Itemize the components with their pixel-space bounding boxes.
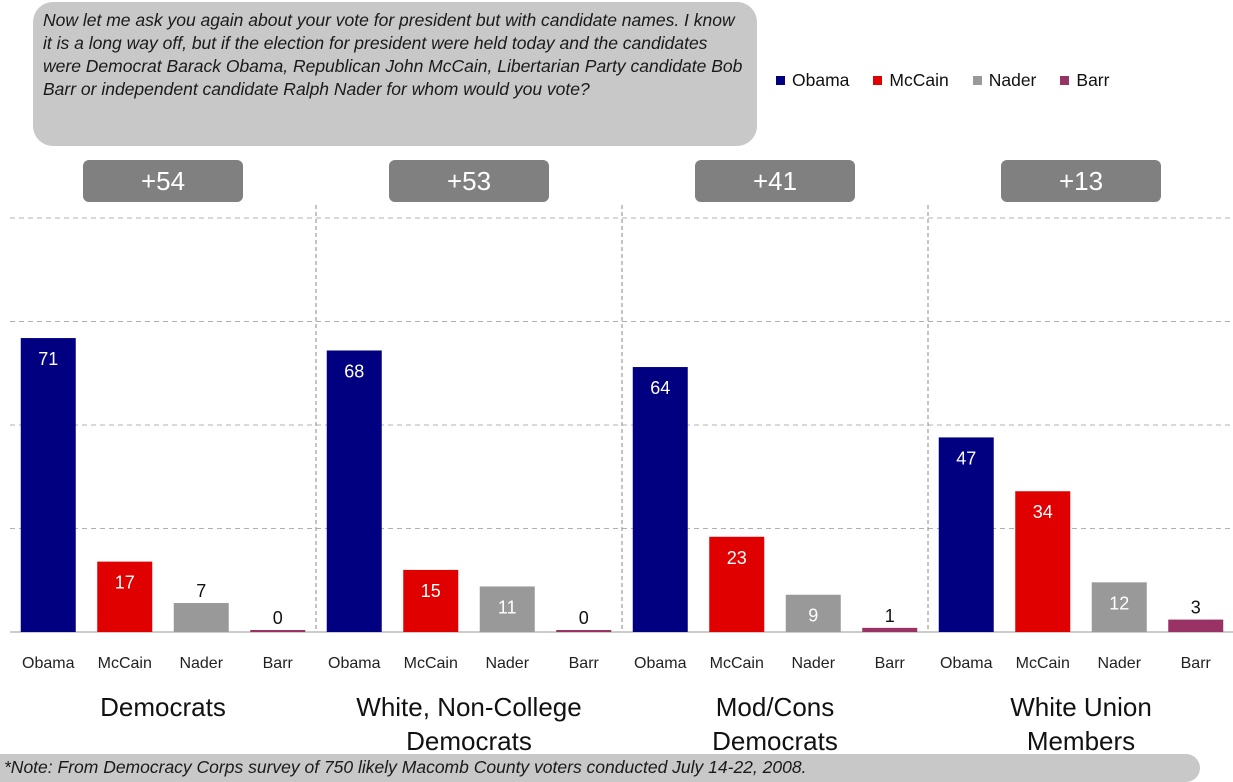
legend-swatch-obama <box>776 76 785 85</box>
footnote: *Note: From Democracy Corps survey of 75… <box>0 754 1200 782</box>
category-label: Nader <box>485 655 529 672</box>
bar-obama <box>938 437 994 632</box>
value-label: 1 <box>885 606 895 626</box>
margin-label: +54 <box>141 166 185 196</box>
legend-item-obama: Obama <box>776 70 849 91</box>
value-label: 9 <box>808 606 818 626</box>
category-label: Nader <box>1097 655 1141 672</box>
group-label: Mod/Cons <box>716 692 835 722</box>
margin-label: +13 <box>1059 166 1103 196</box>
category-label: McCain <box>404 655 458 672</box>
value-label: 11 <box>498 597 517 617</box>
group-label: Democrats <box>712 726 838 756</box>
bar-obama <box>326 350 382 632</box>
bar-obama <box>632 367 688 632</box>
value-label: 17 <box>115 573 135 593</box>
margin-label: +41 <box>753 166 797 196</box>
bar-obama <box>20 338 76 632</box>
legend: Obama McCain Nader Barr <box>776 70 1109 91</box>
bar-barr <box>556 630 612 632</box>
group-label: Democrats <box>100 692 226 722</box>
legend-label-obama: Obama <box>792 70 850 90</box>
category-label: McCain <box>1016 655 1070 672</box>
bar-mccain <box>97 561 153 632</box>
question-box: Now let me ask you again about your vote… <box>33 2 757 146</box>
category-label: McCain <box>710 655 764 672</box>
category-label: Obama <box>22 655 75 672</box>
value-label: 34 <box>1033 502 1053 522</box>
category-label: Obama <box>634 655 687 672</box>
legend-label-nader: Nader <box>988 70 1037 90</box>
category-label: Nader <box>791 655 835 672</box>
category-label: Obama <box>328 655 381 672</box>
legend-label-mccain: McCain <box>889 70 949 90</box>
value-label: 12 <box>1109 593 1129 613</box>
legend-swatch-nader <box>972 76 982 85</box>
group-label: White Union <box>1010 692 1152 722</box>
group-label: Democrats <box>406 726 532 756</box>
value-label: 3 <box>1191 598 1201 618</box>
value-label: 71 <box>38 349 58 369</box>
legend-swatch-mccain <box>873 76 883 85</box>
margin-box <box>1001 160 1161 202</box>
category-label: Barr <box>1181 655 1212 672</box>
bar-nader <box>785 594 841 632</box>
legend-item-mccain: McCain <box>873 70 949 91</box>
category-label: Barr <box>875 655 906 672</box>
margin-box <box>389 160 549 202</box>
category-label: Nader <box>179 655 223 672</box>
value-label: 15 <box>421 581 441 601</box>
bar-barr <box>862 627 918 632</box>
bar-nader <box>173 603 229 632</box>
question-text: Now let me ask you again about your vote… <box>43 10 743 99</box>
legend-item-nader: Nader <box>972 70 1037 91</box>
legend-item-barr: Barr <box>1060 70 1109 91</box>
group-label: Members <box>1027 726 1135 756</box>
value-label: 68 <box>344 361 364 381</box>
value-label: 0 <box>273 608 283 628</box>
value-label: 47 <box>956 448 976 468</box>
footnote-text: *Note: From Democracy Corps survey of 75… <box>4 757 807 777</box>
bar-nader <box>1091 582 1147 632</box>
category-label: McCain <box>98 655 152 672</box>
bar-barr <box>250 630 306 632</box>
category-label: Barr <box>263 655 294 672</box>
group-label: White, Non-College <box>356 692 581 722</box>
margin-label: +53 <box>447 166 491 196</box>
bar-mccain <box>709 536 765 632</box>
bar-mccain <box>1015 491 1071 632</box>
value-label: 0 <box>579 608 589 628</box>
legend-label-barr: Barr <box>1076 70 1110 90</box>
value-label: 64 <box>650 378 670 398</box>
category-label: Barr <box>569 655 600 672</box>
value-label: 23 <box>727 548 747 568</box>
bar-mccain <box>403 569 459 632</box>
margin-box <box>83 160 243 202</box>
bar-nader <box>479 586 535 632</box>
value-label: 7 <box>196 581 206 601</box>
bar-barr <box>1168 619 1224 632</box>
legend-swatch-barr <box>1060 76 1070 85</box>
category-label: Obama <box>940 655 993 672</box>
margin-box <box>695 160 855 202</box>
